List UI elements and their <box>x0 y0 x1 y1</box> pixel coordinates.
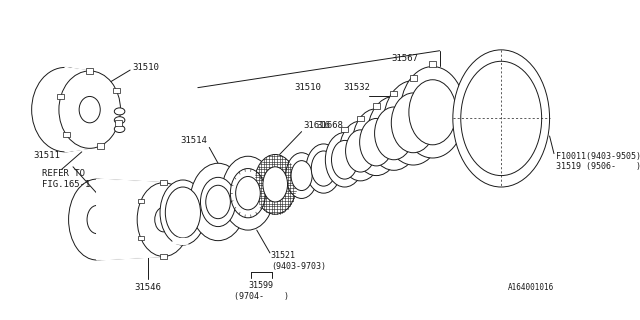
Bar <box>57 94 64 99</box>
Ellipse shape <box>325 132 364 187</box>
Bar <box>429 61 436 67</box>
Bar <box>86 68 93 74</box>
Ellipse shape <box>115 117 125 124</box>
Wedge shape <box>172 236 189 245</box>
Bar <box>410 75 417 81</box>
Text: 31511: 31511 <box>33 151 60 160</box>
Text: 31521
(9403-9703): 31521 (9403-9703) <box>271 251 326 271</box>
Ellipse shape <box>160 180 205 245</box>
Ellipse shape <box>59 71 120 148</box>
Bar <box>341 127 348 132</box>
Ellipse shape <box>190 163 246 241</box>
Text: F05602: F05602 <box>339 156 371 165</box>
Text: 31510: 31510 <box>132 63 159 72</box>
Ellipse shape <box>200 177 236 227</box>
Bar <box>63 132 70 137</box>
Ellipse shape <box>68 179 125 260</box>
Text: 31510: 31510 <box>294 83 321 92</box>
Ellipse shape <box>137 183 190 257</box>
Bar <box>357 116 364 121</box>
Ellipse shape <box>230 169 266 218</box>
Text: 31532: 31532 <box>343 83 370 92</box>
Ellipse shape <box>165 187 200 238</box>
Ellipse shape <box>205 185 230 219</box>
Ellipse shape <box>339 121 381 181</box>
Text: 31668: 31668 <box>316 121 343 130</box>
Text: 31514: 31514 <box>180 136 207 145</box>
Ellipse shape <box>286 153 317 198</box>
Text: F10011(9403-9505)
31519 (9506-    ): F10011(9403-9505) 31519 (9506- ) <box>556 152 640 171</box>
Polygon shape <box>97 179 164 260</box>
Text: 31616: 31616 <box>303 121 330 130</box>
Bar <box>161 180 166 185</box>
Ellipse shape <box>353 109 400 176</box>
Ellipse shape <box>367 96 420 170</box>
Bar <box>390 91 397 96</box>
Ellipse shape <box>115 108 125 115</box>
Ellipse shape <box>291 161 312 190</box>
Ellipse shape <box>360 118 393 166</box>
Text: 31546: 31546 <box>134 283 161 292</box>
Ellipse shape <box>409 80 456 145</box>
Wedge shape <box>558 95 570 142</box>
Bar <box>115 120 122 125</box>
Bar <box>373 103 380 109</box>
Bar <box>183 199 189 203</box>
Bar <box>138 236 144 240</box>
Ellipse shape <box>400 67 465 158</box>
Text: 31567: 31567 <box>391 54 418 63</box>
Bar <box>113 88 120 93</box>
Ellipse shape <box>383 81 443 165</box>
Ellipse shape <box>254 155 296 214</box>
Bar <box>183 236 189 240</box>
Polygon shape <box>65 68 90 152</box>
Text: 31536: 31536 <box>385 109 412 118</box>
Bar <box>161 254 166 259</box>
Ellipse shape <box>346 130 376 172</box>
Ellipse shape <box>115 125 125 132</box>
Text: REFER TO
FIG.165-1: REFER TO FIG.165-1 <box>42 169 91 189</box>
Text: A164001016: A164001016 <box>508 283 554 292</box>
Ellipse shape <box>306 144 341 193</box>
Ellipse shape <box>236 176 260 210</box>
Ellipse shape <box>461 61 541 176</box>
Text: 31552
(9403-9703): 31552 (9403-9703) <box>360 130 415 149</box>
Ellipse shape <box>221 156 275 230</box>
Bar <box>97 143 104 148</box>
Ellipse shape <box>332 140 358 179</box>
Ellipse shape <box>263 167 287 202</box>
Ellipse shape <box>87 205 106 234</box>
Bar <box>138 199 144 203</box>
Ellipse shape <box>79 96 100 123</box>
Ellipse shape <box>453 50 550 187</box>
Ellipse shape <box>155 207 172 232</box>
Ellipse shape <box>391 93 435 153</box>
Ellipse shape <box>31 68 99 152</box>
Text: 31599
(9704-    ): 31599 (9704- ) <box>234 281 289 300</box>
Ellipse shape <box>374 107 413 160</box>
Ellipse shape <box>311 151 336 186</box>
